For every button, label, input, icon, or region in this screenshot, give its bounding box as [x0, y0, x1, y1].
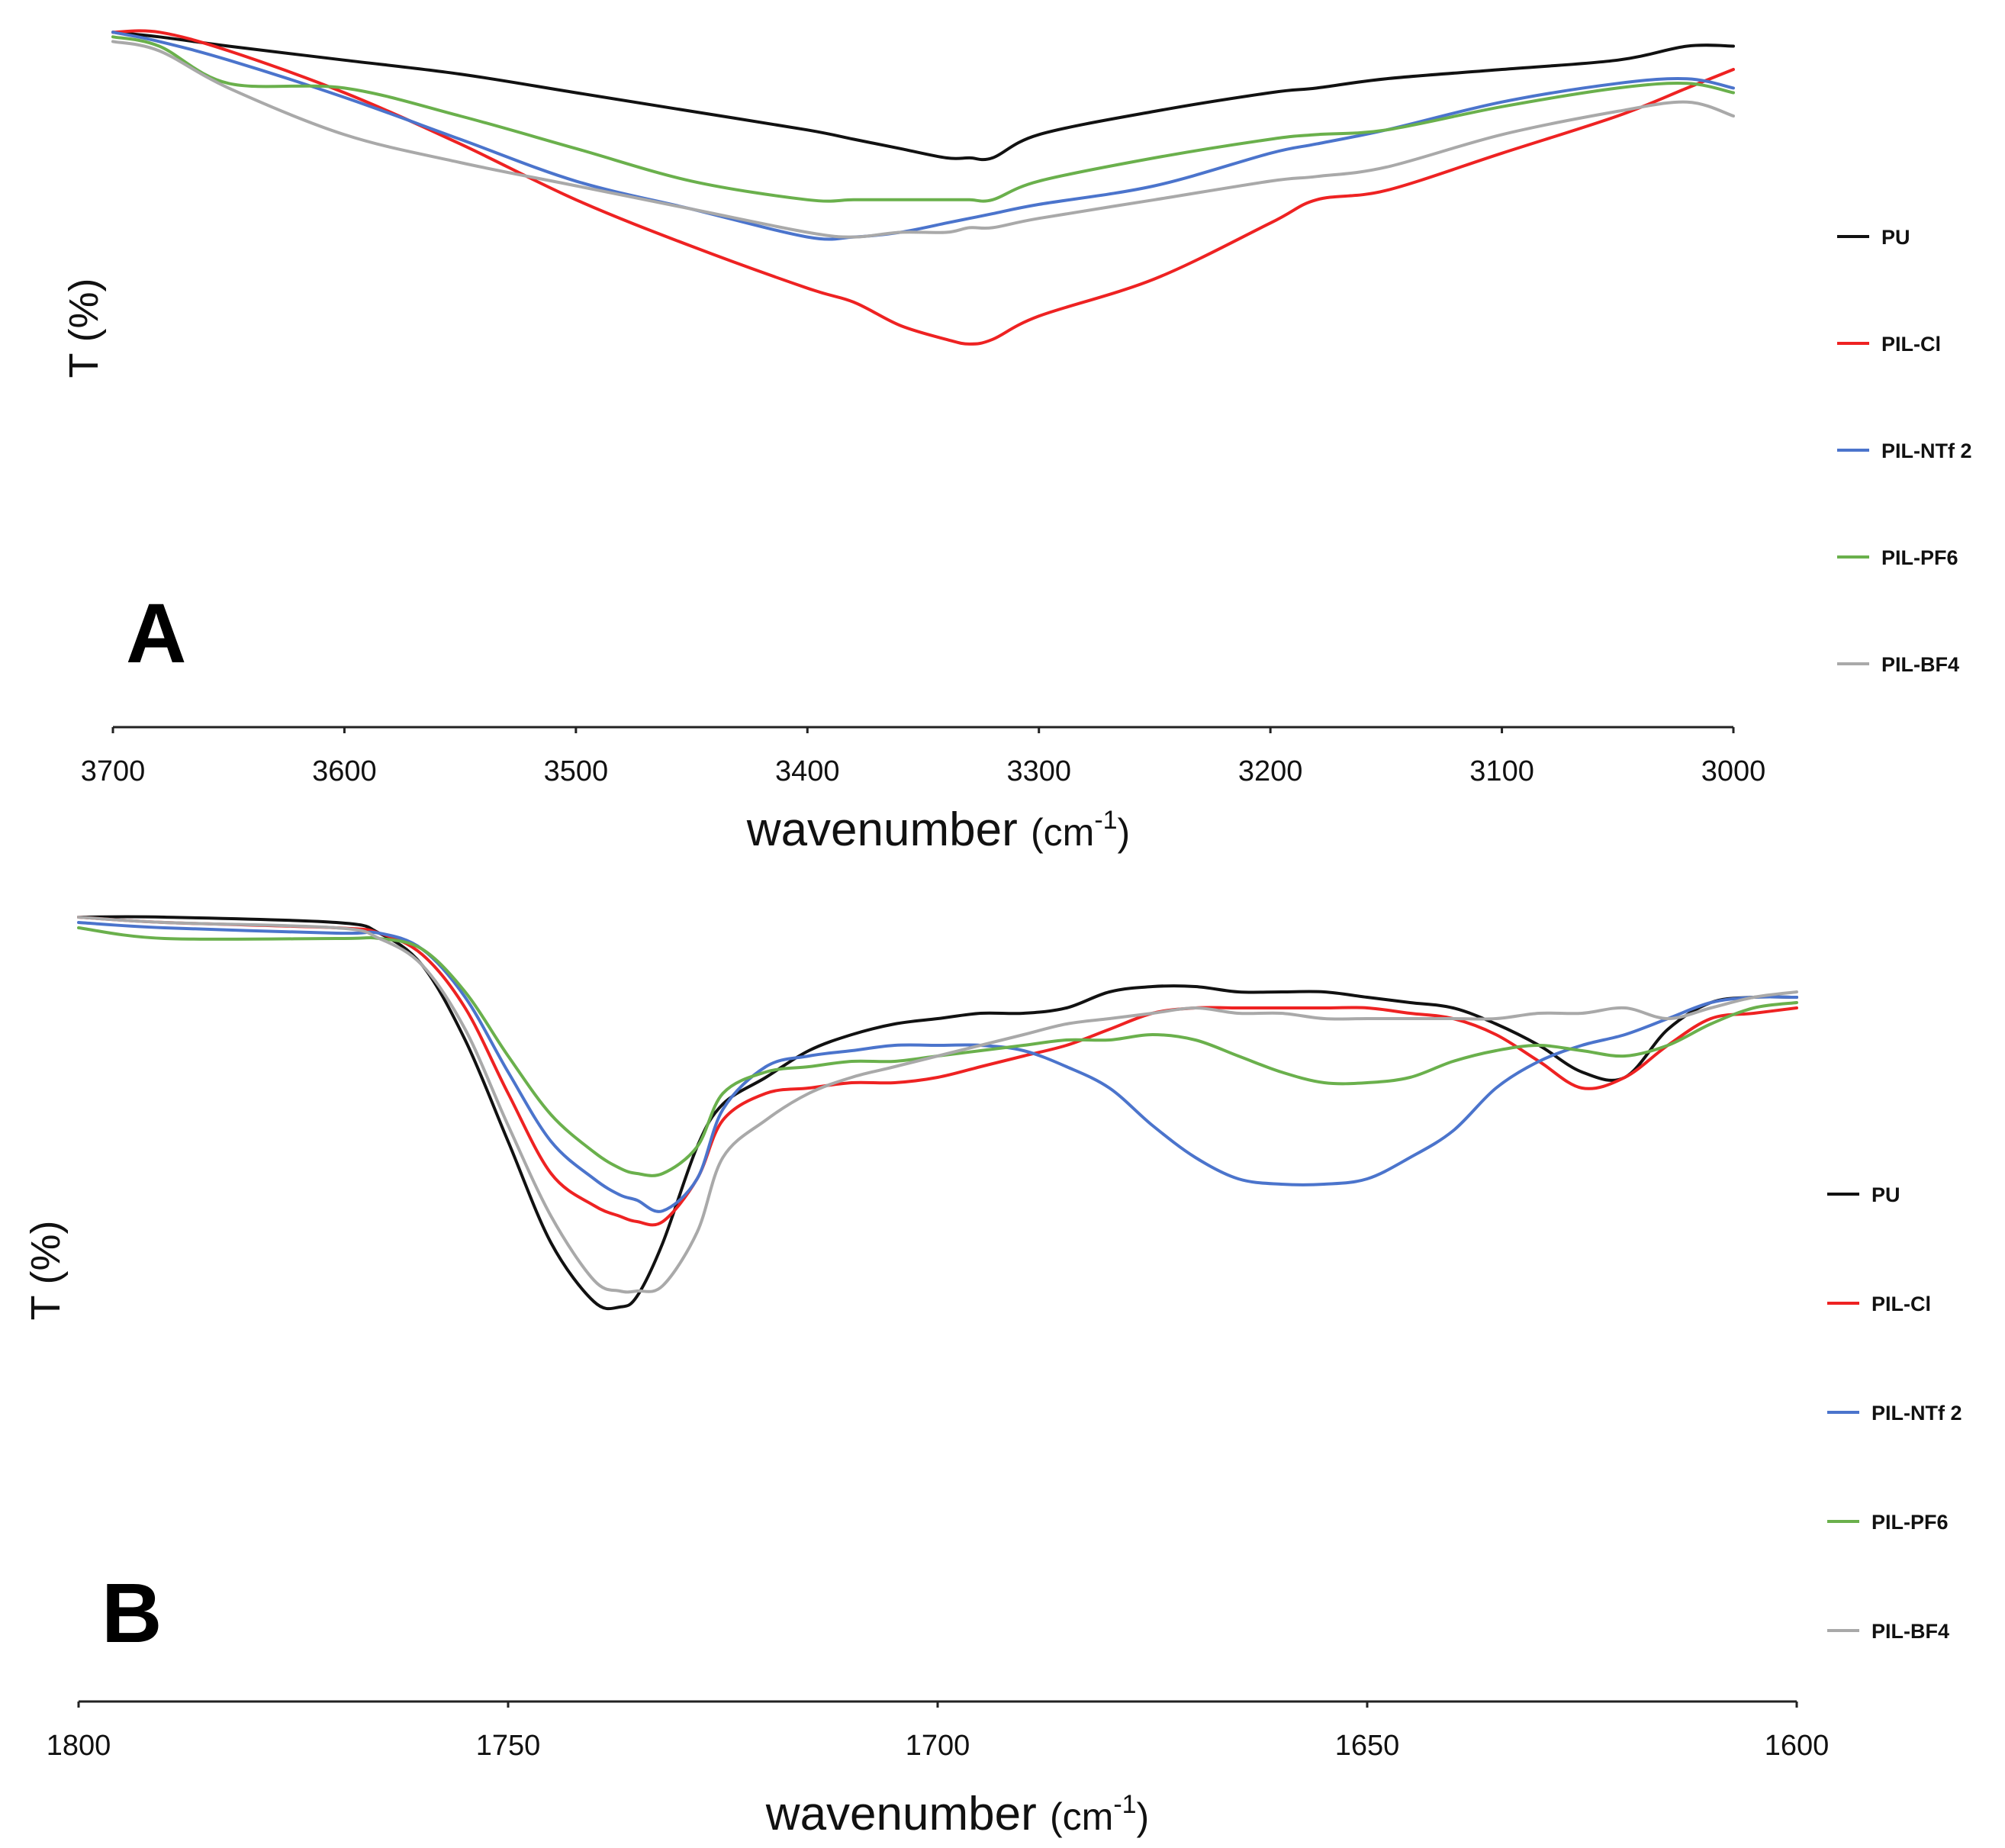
- panel-b-ylabel-text: T (%): [23, 1221, 69, 1321]
- panel-a-legend-label: PIL-PF6: [1881, 546, 1958, 569]
- panel-a-legend-item: PU: [1837, 226, 1910, 249]
- panel-a-series-pil-pf6: [111, 35, 1735, 203]
- panel-a-xlabel-main: wavenumber: [746, 803, 1018, 856]
- panel-b-legend-item: PIL-PF6: [1827, 1511, 1949, 1534]
- panel-a-legend-label: PIL-BF4: [1881, 653, 1959, 676]
- panel-b-legend-item: PIL-BF4: [1827, 1620, 1949, 1643]
- panel-a-legend-item: PIL-BF4: [1837, 653, 1959, 676]
- panel-b-legend-label: PIL-BF4: [1871, 1620, 1949, 1643]
- panel-b-legend-item: PIL-Cl: [1827, 1293, 1931, 1315]
- panel-a-tick-label: 3100: [1469, 755, 1534, 787]
- panel-b-series-pil-bf4: [77, 916, 1798, 1294]
- panel-a-legend: PU PIL-Cl PIL-NTf 2 PIL-PF6 PIL-BF4: [1837, 226, 1972, 676]
- panel-b-xlabel: wavenumber (cm-1): [765, 1788, 1149, 1840]
- panel-a-legend-label: PIL-NTf 2: [1881, 439, 1972, 462]
- panel-a-series-pil-bf4: [111, 40, 1735, 239]
- panel-b-tick-label: 1600: [1765, 1730, 1830, 1762]
- panel-a-tick-label: 3600: [312, 755, 377, 787]
- panel-b-xlabel-unit-open: (: [1050, 1795, 1063, 1838]
- panel-a-legend-item: PIL-NTf 2: [1837, 439, 1972, 462]
- panel-b-legend-label: PU: [1871, 1183, 1900, 1206]
- panel-a-legend-item: PIL-Cl: [1837, 333, 1941, 356]
- panel-b-xlabel-unit: cm: [1063, 1795, 1114, 1838]
- panel-b-chart: 1800 1750 1700 1650 1600 B T (%) wavenumber …: [23, 915, 1962, 1840]
- panel-a-series-pil-cl: [111, 29, 1735, 346]
- panel-a-series-group: [111, 29, 1735, 346]
- panel-a-tick-label: 3500: [544, 755, 609, 787]
- panel-b-series-pil-cl: [77, 916, 1798, 1227]
- panel-b-series-pil-pf6: [77, 926, 1798, 1177]
- panel-a-chart: 3700 3600 3500 3400 3300 3200 3100 3000 A T (%)…: [61, 29, 1972, 856]
- panel-a-tick-label: 3200: [1238, 755, 1303, 787]
- panel-b-legend-item: PU: [1827, 1183, 1900, 1206]
- panel-b-legend-label: PIL-NTf 2: [1871, 1402, 1962, 1425]
- panel-b-xlabel-main: wavenumber: [765, 1788, 1037, 1840]
- panel-b-tick-label: 1750: [476, 1730, 541, 1762]
- panel-b-series-group: [77, 915, 1798, 1311]
- panel-b-x-ticks: 1800 1750 1700 1650 1600: [47, 1702, 1830, 1762]
- panel-b-legend-item: PIL-NTf 2: [1827, 1402, 1962, 1425]
- panel-b-legend-label: PIL-PF6: [1871, 1511, 1949, 1534]
- panel-b-tick-label: 1650: [1335, 1730, 1400, 1762]
- panel-a-tick-label: 3000: [1701, 755, 1766, 787]
- panel-b-tick-label: 1700: [906, 1730, 970, 1762]
- panel-a-series-pil-ntf-2: [111, 31, 1735, 241]
- panel-b-tick-label: 1800: [47, 1730, 111, 1762]
- panel-b-ylabel: T (%): [23, 1221, 69, 1321]
- panel-a-series-pu: [111, 31, 1735, 162]
- panel-a-legend-label: PU: [1881, 226, 1910, 249]
- panel-b-xlabel-unit-sup: -1: [1113, 1790, 1136, 1819]
- panel-a-xlabel-unit: cm: [1044, 811, 1095, 854]
- panel-b-xlabel-unit-close: ): [1137, 1795, 1150, 1838]
- panel-a-ylabel: T (%): [61, 278, 107, 378]
- panel-a-label: A: [126, 587, 186, 681]
- panel-b-label: B: [101, 1566, 162, 1660]
- panel-b-legend-label: PIL-Cl: [1871, 1293, 1931, 1315]
- panel-b-legend: PU PIL-Cl PIL-NTf 2 PIL-PF6 PIL-BF4: [1827, 1183, 1962, 1643]
- panel-a-x-ticks: 3700 3600 3500 3400 3300 3200 3100 3000: [81, 727, 1766, 787]
- panel-a-tick-label: 3700: [81, 755, 146, 787]
- panel-a-tick-label: 3300: [1006, 755, 1071, 787]
- panel-a-xlabel-unit-sup: -1: [1094, 806, 1117, 835]
- panel-b-series-pu: [77, 915, 1798, 1311]
- panel-a-xlabel: wavenumber (cm-1): [746, 803, 1130, 856]
- panel-a-legend-label: PIL-Cl: [1881, 333, 1941, 356]
- panel-a-legend-item: PIL-PF6: [1837, 546, 1958, 569]
- panel-b-series-pil-ntf-2: [77, 921, 1798, 1213]
- panel-a-ylabel-text: T (%): [61, 278, 107, 378]
- panel-a-tick-label: 3400: [775, 755, 840, 787]
- panel-a-xlabel-unit-close: ): [1118, 811, 1131, 854]
- panel-a-xlabel-unit-open: (: [1031, 811, 1044, 854]
